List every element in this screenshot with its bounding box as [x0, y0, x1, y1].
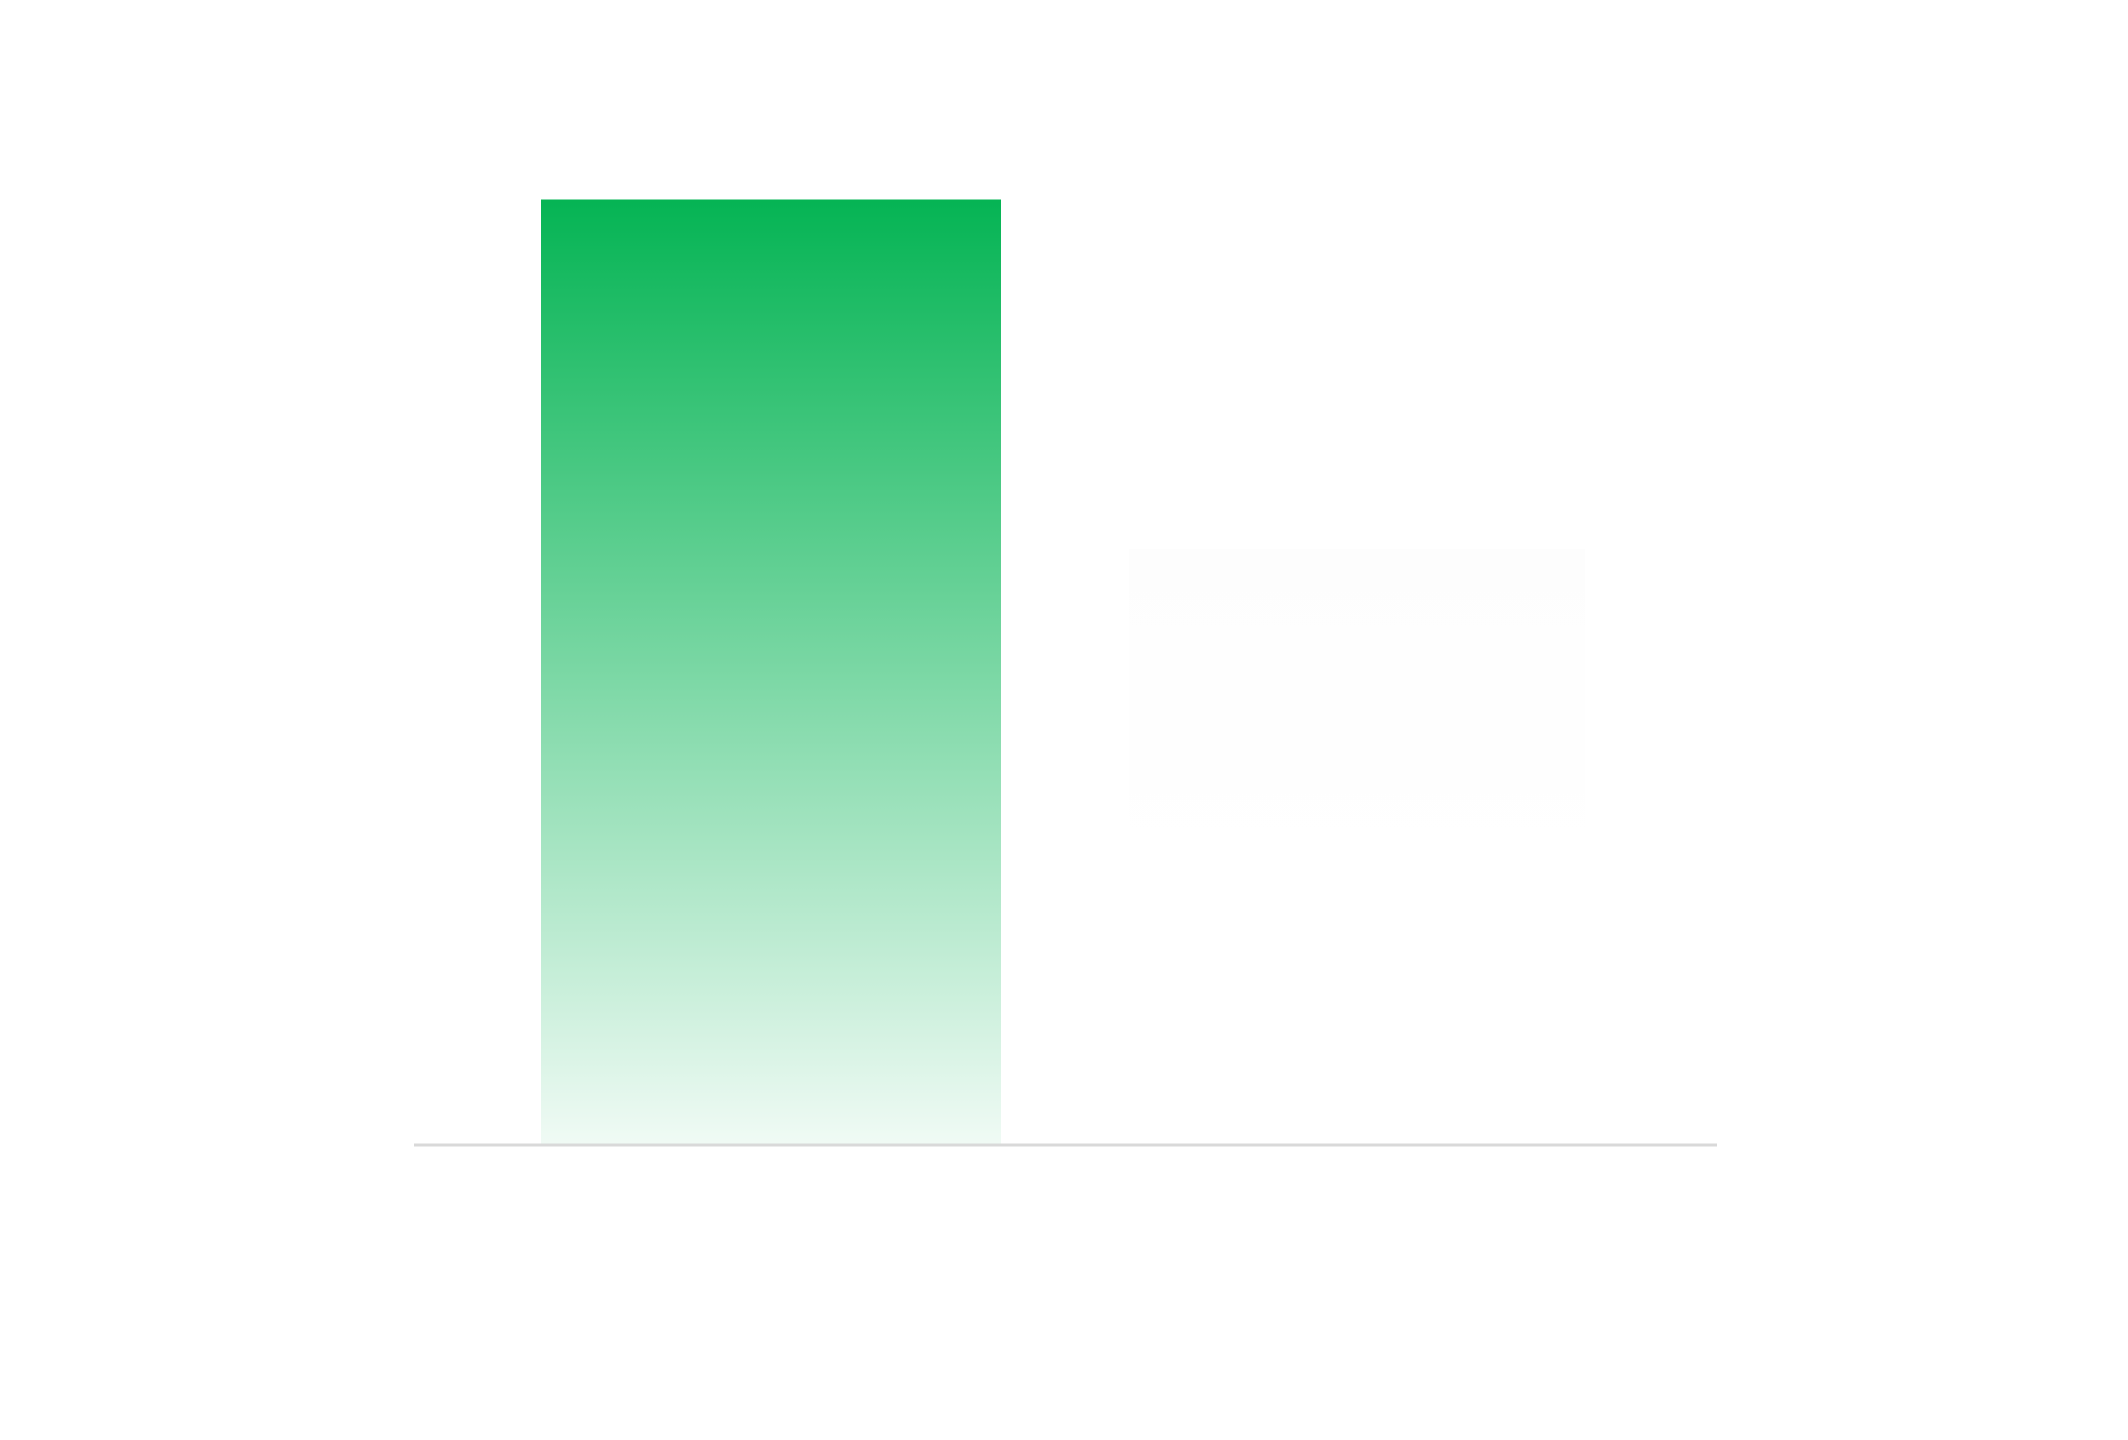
- bar: [1129, 548, 1585, 852]
- bar: [541, 199, 1001, 1144]
